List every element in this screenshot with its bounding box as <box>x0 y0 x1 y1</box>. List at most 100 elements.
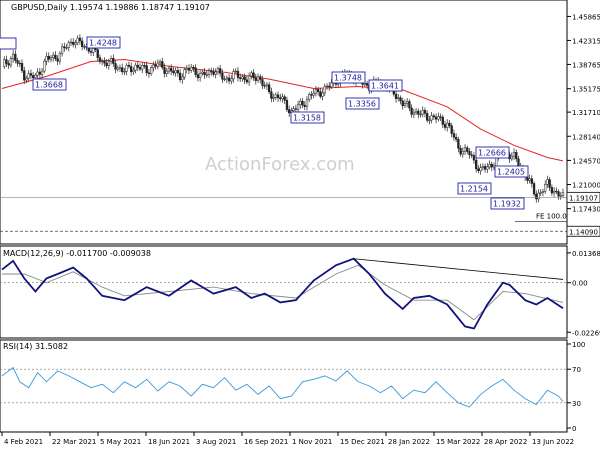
candle <box>441 114 444 128</box>
candle <box>9 56 13 68</box>
candle <box>138 63 142 72</box>
candle <box>308 92 311 103</box>
candle <box>479 163 482 175</box>
swing-point-label: 1.2666 <box>475 146 510 159</box>
candle <box>403 99 407 109</box>
candle <box>512 148 516 161</box>
candle <box>152 61 155 72</box>
candle <box>89 47 93 57</box>
support-level-box <box>566 225 600 237</box>
candle <box>537 189 540 203</box>
rsi-axis: 100 70 30 0 <box>567 341 585 433</box>
candle <box>261 75 264 90</box>
candle <box>265 81 269 90</box>
candle <box>156 59 159 70</box>
candle <box>550 184 554 196</box>
candle <box>552 187 556 198</box>
candle <box>80 37 84 51</box>
macd-tick-label: 0.013686 <box>572 250 600 258</box>
candle <box>107 58 111 70</box>
candle <box>399 95 402 105</box>
candle <box>434 113 438 124</box>
candle <box>314 86 318 97</box>
price-annotations: FE 100.01.14090 1.4248 1.3668 1.3158 1.3356 1… <box>0 36 600 237</box>
candle <box>201 69 204 76</box>
candle <box>452 129 456 141</box>
candle <box>481 163 485 171</box>
candle <box>252 69 255 81</box>
candle <box>18 60 21 68</box>
candle <box>412 108 415 119</box>
candle <box>5 55 8 68</box>
macd-title: MACD(12,26,9) -0.011700 -0.009038 <box>3 249 151 258</box>
price-tick-label: 1.45865 <box>572 13 600 21</box>
candle <box>60 43 64 57</box>
macd-tick-label: -0.022698 <box>572 329 600 337</box>
price-tick-label: 1.42315 <box>572 37 600 45</box>
candle <box>528 174 531 184</box>
candle <box>234 68 237 74</box>
candle <box>423 107 427 118</box>
candle <box>225 75 228 84</box>
svg-text:1.2405: 1.2405 <box>497 168 525 177</box>
candle <box>461 147 464 158</box>
candle <box>69 38 73 47</box>
candle <box>16 57 19 67</box>
candle <box>428 115 431 125</box>
candle <box>161 57 164 70</box>
candle <box>288 105 291 117</box>
candle <box>212 67 215 77</box>
candle <box>247 72 251 86</box>
candle <box>419 110 422 118</box>
candle <box>323 83 326 97</box>
candle <box>78 34 82 45</box>
svg-text:1.3158: 1.3158 <box>293 114 321 123</box>
candle <box>281 93 284 103</box>
candle <box>450 123 453 138</box>
candle <box>299 98 302 109</box>
candle <box>172 67 175 76</box>
candle <box>559 191 562 200</box>
candle <box>541 188 545 197</box>
price-panel: FE 100.01.140901.42481.36681.31581.33561… <box>0 0 600 245</box>
candle <box>239 73 242 82</box>
candle <box>221 69 224 84</box>
macd-panel: 0.013686 0.00 -0.022698 MACD(12,26,9) -0.0… <box>0 245 600 339</box>
x-tick-label: 1 Nov 2021 <box>292 438 332 446</box>
price-tick-label: 1.17430 <box>572 206 600 214</box>
x-tick-label: 5 May 2021 <box>100 438 141 446</box>
candle <box>546 175 549 189</box>
candle <box>136 61 139 72</box>
candle <box>20 59 24 73</box>
candle <box>45 52 48 66</box>
candle <box>245 75 249 85</box>
candle <box>272 93 275 103</box>
candle <box>470 150 473 159</box>
candle <box>488 160 491 170</box>
macd-axis: 0.013686 0.00 -0.022698 <box>567 250 600 337</box>
candle <box>47 52 50 63</box>
candle <box>305 96 309 111</box>
candle <box>448 120 451 129</box>
candle <box>236 67 240 82</box>
candle <box>14 50 17 64</box>
candle <box>446 119 449 132</box>
candle <box>134 62 137 74</box>
x-axis: 4 Feb 2021 22 Mar 2021 5 May 2021 18 Jun 20… <box>1 432 574 446</box>
rsi-title: RSI(14) 31.5082 <box>3 342 68 351</box>
svg-text:1.3748: 1.3748 <box>334 74 362 83</box>
candle <box>174 67 177 77</box>
x-tick-label: 16 Sep 2021 <box>244 438 288 446</box>
candle <box>468 147 471 159</box>
fe-level-label: FE 100.0 <box>536 213 567 221</box>
x-tick-label: 15 Mar 2022 <box>436 438 480 446</box>
swing-point-label: 1.2154 <box>457 182 492 195</box>
candle <box>466 145 469 155</box>
candle <box>132 66 135 75</box>
candle <box>58 51 62 65</box>
price-tick-label: 1.28140 <box>572 133 600 141</box>
rsi-tick-label: 70 <box>572 366 581 374</box>
svg-text:1.4248: 1.4248 <box>89 39 117 48</box>
price-tick-label: 1.31710 <box>572 109 600 117</box>
